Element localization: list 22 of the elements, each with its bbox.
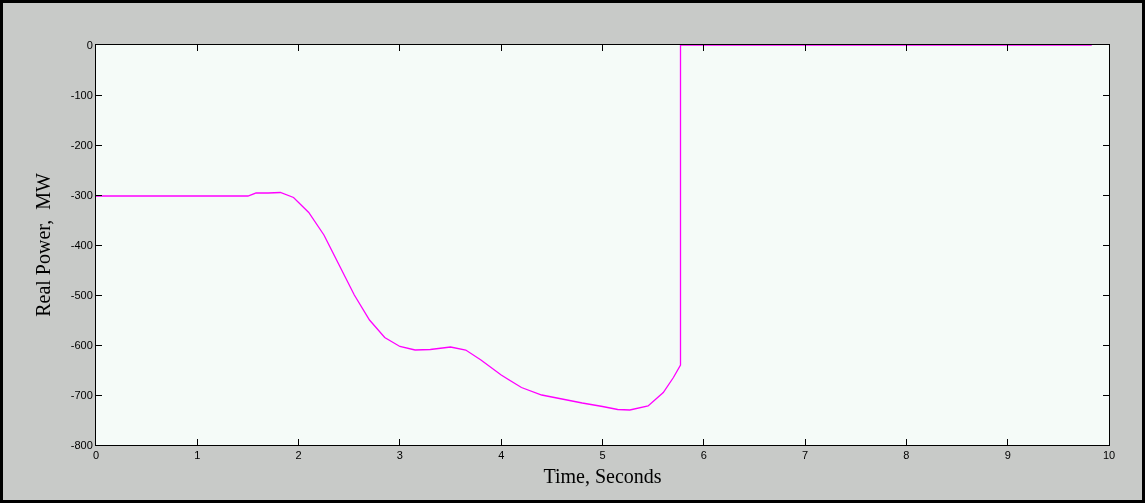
y-tick-label: -300 bbox=[70, 188, 93, 201]
y-tick-label: -100 bbox=[70, 88, 93, 101]
y-tick-label: 0 bbox=[86, 38, 93, 51]
x-tick-label: 8 bbox=[903, 449, 910, 462]
x-tick-label: 5 bbox=[599, 449, 606, 462]
x-tick-label: 6 bbox=[700, 449, 707, 462]
x-tick-label: 2 bbox=[295, 449, 302, 462]
y-tick-label: -800 bbox=[70, 438, 93, 451]
y-tick-label: -400 bbox=[70, 238, 93, 251]
y-tick-label: -600 bbox=[70, 338, 93, 351]
x-tick-label: 7 bbox=[802, 449, 809, 462]
x-tick-label: 10 bbox=[1102, 449, 1116, 462]
y-tick-label: -500 bbox=[70, 288, 93, 301]
x-tick-label: 9 bbox=[1004, 449, 1011, 462]
y-tick-label: -700 bbox=[70, 388, 93, 401]
x-axis-title: Time, Seconds bbox=[543, 464, 662, 487]
line-series bbox=[96, 45, 1093, 411]
x-tick-label: 4 bbox=[498, 449, 505, 462]
x-tick-label: 3 bbox=[396, 449, 403, 462]
y-tick-label: -200 bbox=[70, 138, 93, 151]
x-tick-label: 1 bbox=[194, 449, 201, 462]
y-axis-title: Real Power, MW bbox=[32, 173, 55, 317]
